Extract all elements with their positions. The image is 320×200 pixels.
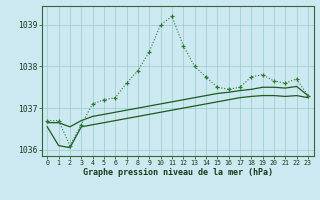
X-axis label: Graphe pression niveau de la mer (hPa): Graphe pression niveau de la mer (hPa)	[83, 168, 273, 177]
